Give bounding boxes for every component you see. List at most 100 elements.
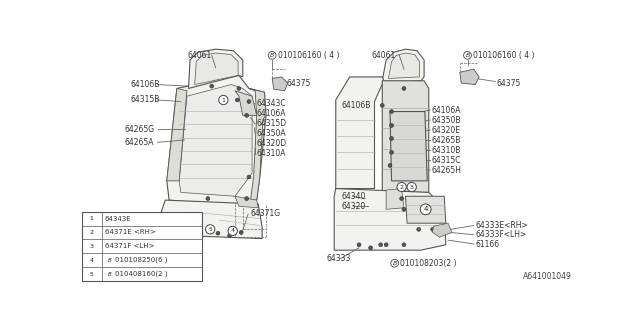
- Circle shape: [390, 137, 394, 140]
- Polygon shape: [167, 88, 187, 181]
- Polygon shape: [433, 223, 452, 237]
- Circle shape: [244, 114, 248, 117]
- Polygon shape: [382, 81, 429, 192]
- Text: 64106B: 64106B: [131, 80, 160, 89]
- Text: 64320D: 64320D: [257, 140, 287, 148]
- Circle shape: [216, 231, 220, 235]
- Circle shape: [369, 246, 372, 250]
- Text: 3: 3: [90, 244, 93, 249]
- Text: 64320E: 64320E: [432, 125, 461, 134]
- Circle shape: [357, 243, 361, 247]
- Circle shape: [388, 164, 392, 167]
- Text: 64265B: 64265B: [432, 136, 461, 145]
- Polygon shape: [390, 112, 428, 181]
- Circle shape: [380, 103, 384, 107]
- Circle shape: [420, 204, 431, 215]
- Polygon shape: [157, 200, 262, 239]
- Text: B: B: [392, 261, 397, 266]
- Text: 64106A: 64106A: [257, 109, 286, 118]
- Text: 010108250(6 ): 010108250(6 ): [115, 257, 168, 263]
- Text: 4: 4: [424, 206, 428, 212]
- Polygon shape: [235, 196, 259, 208]
- Text: 64106B: 64106B: [342, 101, 371, 110]
- Text: 010108203(2 ): 010108203(2 ): [400, 259, 456, 268]
- Circle shape: [384, 243, 388, 247]
- Polygon shape: [386, 188, 404, 209]
- Circle shape: [239, 230, 243, 234]
- Circle shape: [206, 196, 210, 201]
- Text: 64340: 64340: [342, 192, 366, 201]
- Circle shape: [236, 98, 239, 102]
- Polygon shape: [388, 53, 419, 78]
- Circle shape: [247, 100, 251, 103]
- Text: 64106A: 64106A: [432, 106, 461, 115]
- Polygon shape: [336, 77, 384, 188]
- Circle shape: [219, 95, 228, 105]
- Text: 4: 4: [90, 258, 93, 263]
- Circle shape: [244, 196, 248, 201]
- Polygon shape: [334, 188, 446, 250]
- Text: B: B: [108, 258, 111, 263]
- Circle shape: [417, 228, 420, 231]
- Circle shape: [407, 182, 417, 192]
- Text: 64371F <LH>: 64371F <LH>: [105, 243, 154, 249]
- Circle shape: [463, 52, 472, 59]
- Circle shape: [390, 124, 394, 127]
- Text: 64310A: 64310A: [257, 149, 286, 158]
- Text: 2: 2: [399, 185, 404, 189]
- Polygon shape: [189, 49, 243, 88]
- Circle shape: [87, 214, 96, 223]
- Text: 64265H: 64265H: [432, 165, 462, 175]
- Polygon shape: [272, 77, 288, 91]
- Polygon shape: [249, 88, 266, 200]
- Circle shape: [247, 175, 251, 179]
- Text: 64315D: 64315D: [257, 119, 287, 128]
- Polygon shape: [460, 69, 479, 84]
- Polygon shape: [195, 53, 238, 84]
- Text: B: B: [465, 53, 470, 58]
- Text: 64343C: 64343C: [257, 99, 286, 108]
- Circle shape: [391, 260, 399, 267]
- Text: 3: 3: [410, 185, 413, 189]
- Circle shape: [402, 243, 406, 247]
- Circle shape: [402, 86, 406, 90]
- Text: 5: 5: [90, 271, 93, 276]
- Text: 5: 5: [208, 227, 212, 232]
- Text: 64061: 64061: [188, 51, 212, 60]
- Text: 010106160 ( 4 ): 010106160 ( 4 ): [278, 51, 339, 60]
- Circle shape: [87, 242, 96, 251]
- Circle shape: [221, 97, 225, 100]
- Text: 010106160 ( 4 ): 010106160 ( 4 ): [473, 51, 534, 60]
- Text: 64265G: 64265G: [125, 125, 155, 134]
- Circle shape: [87, 269, 96, 279]
- Text: 64333: 64333: [326, 254, 351, 263]
- Polygon shape: [235, 91, 257, 116]
- Circle shape: [431, 228, 435, 231]
- Text: 64375: 64375: [287, 78, 311, 88]
- Text: 64371G: 64371G: [250, 210, 280, 219]
- Circle shape: [400, 196, 404, 201]
- Circle shape: [228, 226, 237, 236]
- Text: 2: 2: [90, 230, 93, 235]
- Text: 64320: 64320: [342, 202, 366, 211]
- Circle shape: [87, 228, 96, 237]
- Circle shape: [379, 243, 383, 247]
- Circle shape: [397, 182, 406, 192]
- Text: 64265A: 64265A: [125, 138, 154, 147]
- Circle shape: [106, 270, 113, 278]
- Polygon shape: [167, 75, 266, 206]
- Text: 61166: 61166: [476, 240, 499, 249]
- Text: 4: 4: [230, 228, 235, 233]
- Circle shape: [87, 256, 96, 265]
- Text: 64371E <RH>: 64371E <RH>: [105, 229, 156, 236]
- Text: A641001049: A641001049: [524, 272, 572, 281]
- Circle shape: [390, 150, 394, 154]
- Circle shape: [237, 86, 241, 90]
- Text: 64333F<LH>: 64333F<LH>: [476, 230, 527, 239]
- Text: B: B: [108, 271, 111, 276]
- Text: 64375: 64375: [497, 78, 522, 88]
- Text: 010408160(2 ): 010408160(2 ): [115, 271, 168, 277]
- Text: 64061: 64061: [372, 51, 396, 60]
- Circle shape: [210, 84, 214, 88]
- Text: 64350A: 64350A: [257, 129, 286, 138]
